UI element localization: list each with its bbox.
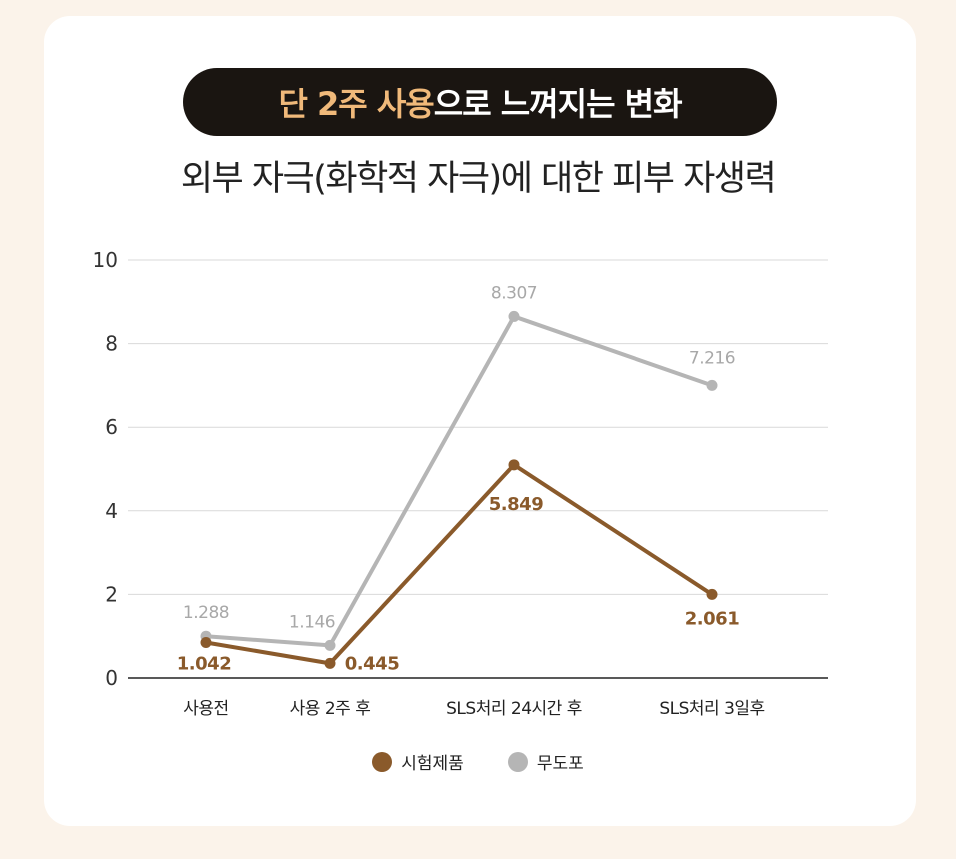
data-point — [324, 657, 336, 669]
y-tick-label: 2 — [105, 582, 118, 606]
x-category-label: SLS처리 24시간 후 — [446, 699, 582, 719]
legend-item-untreated: 무도포 — [507, 749, 584, 774]
data-label: 0.445 — [345, 653, 399, 674]
legend-dot-gray-icon — [507, 751, 528, 772]
headline-highlight: 단 2주 사용 — [278, 85, 434, 123]
legend-dot-brown-icon — [372, 751, 393, 772]
y-tick-label: 6 — [105, 415, 118, 439]
y-axis-ticks: 0 2 4 6 8 10 — [93, 248, 118, 690]
data-label: 8.307 — [491, 283, 537, 303]
data-point — [706, 379, 718, 391]
data-label: 1.042 — [177, 653, 231, 674]
grid-lines — [128, 259, 828, 679]
legend-item-test-product: 시험제품 — [372, 749, 464, 774]
data-point — [324, 639, 336, 651]
y-tick-label: 8 — [105, 332, 118, 356]
x-category-label: SLS처리 3일후 — [659, 699, 764, 719]
data-point — [508, 310, 520, 322]
headline-pill: 단 2주 사용 으로 느껴지는 변화 — [183, 68, 777, 136]
data-label: 5.849 — [489, 494, 543, 515]
x-axis-categories: 사용전 사용 2주 후 SLS처리 24시간 후 SLS처리 3일후 — [183, 699, 765, 719]
y-tick-label: 10 — [93, 248, 118, 272]
chart-title: 외부 자극(화학적 자극)에 대한 피부 자생력 — [180, 159, 777, 199]
legend-label: 무도포 — [536, 754, 584, 774]
data-point — [508, 459, 520, 471]
series-line-test-product — [204, 462, 714, 666]
data-label: 1.146 — [289, 612, 335, 632]
x-category-label: 사용전 — [183, 699, 228, 719]
data-point — [706, 588, 718, 600]
data-label: 2.061 — [685, 608, 739, 629]
legend: 시험제품 무도포 — [0, 749, 956, 774]
series-line-untreated — [204, 314, 714, 648]
legend-label: 시험제품 — [401, 754, 464, 774]
data-label: 7.216 — [689, 348, 735, 368]
y-tick-label: 4 — [105, 499, 118, 523]
series-group: 1.042 0.445 5.849 2.061 1.288 1.146 8.307 7.216 — [177, 283, 740, 674]
data-label: 1.288 — [183, 603, 229, 623]
x-category-label: 사용 2주 후 — [290, 699, 371, 719]
y-tick-label: 0 — [105, 666, 118, 690]
headline-rest: 으로 느껴지는 변화 — [433, 85, 683, 123]
data-point — [200, 636, 212, 648]
chart-card — [44, 16, 916, 826]
